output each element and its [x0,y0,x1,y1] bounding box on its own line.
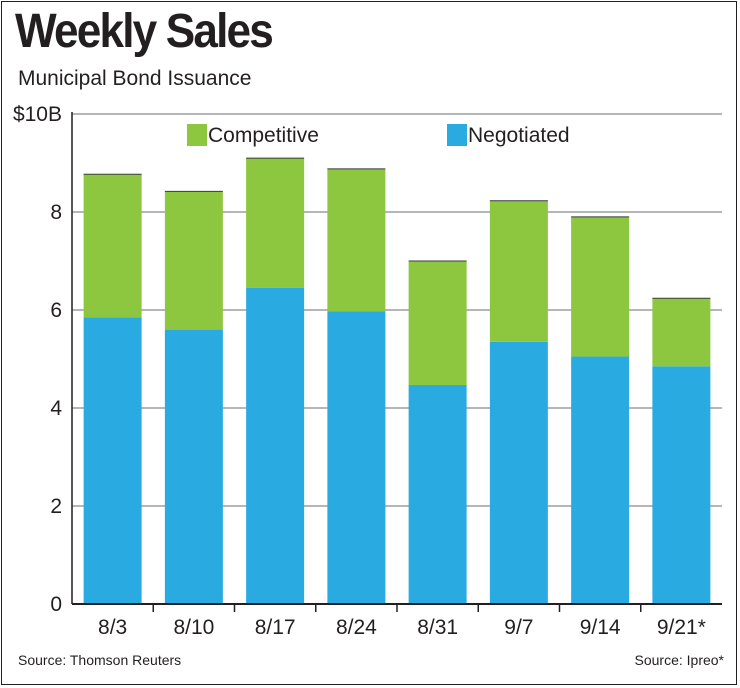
x-tick-label: 8/31 [417,616,458,639]
y-tick-label: 0 [50,593,62,616]
chart-subtitle: Municipal Bond Issuance [18,67,252,90]
legend-swatch-negotiated [447,124,467,146]
x-tick-label: 9/21* [657,616,706,639]
bar-competitive [652,298,711,367]
bar-negotiated [408,384,467,604]
bar-competitive [408,261,467,385]
bar-negotiated [571,356,630,604]
bar-competitive [164,191,223,330]
bar-negotiated [164,329,223,604]
y-tick-label: 8 [50,201,62,224]
x-tick-label: 8/24 [336,616,377,639]
x-tick-label: 8/3 [98,616,127,639]
legend-label-competitive: Competitive [208,124,319,147]
bar-competitive [327,168,386,312]
x-tick-label: 9/14 [580,616,621,639]
x-tick-label: 8/17 [255,616,296,639]
y-tick-label: 2 [50,495,62,518]
bar-competitive [489,200,548,342]
bar-negotiated [652,366,711,604]
bar-negotiated [83,317,142,604]
legend-swatch-competitive [187,124,207,146]
chart-title: Weekly Sales [15,5,274,58]
source-note-left: Source: Thomson Reuters [18,652,182,668]
x-tick-label: 9/7 [504,616,533,639]
bar-competitive [571,216,630,357]
source-note-right: Source: Ipreo* [634,652,725,668]
bar-negotiated [246,287,305,604]
y-tick-label: 6 [50,299,62,322]
bar-negotiated [327,311,386,604]
x-tick-label: 8/10 [173,616,214,639]
bar-negotiated [489,341,548,604]
legend-label-negotiated: Negotiated [468,124,570,147]
y-tick-label: $10B [13,103,62,126]
y-tick-label: 4 [50,397,62,420]
bar-competitive [83,174,142,318]
bar-competitive [246,158,305,288]
